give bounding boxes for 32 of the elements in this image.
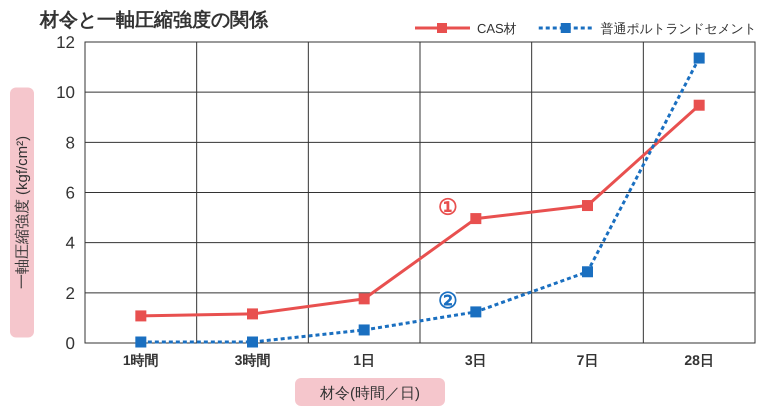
point (694, 100, 705, 111)
point (582, 200, 593, 212)
y-tick-label: 12 (56, 33, 75, 52)
point (247, 308, 258, 320)
point (470, 306, 482, 318)
x-tick-label: 1日 (353, 352, 376, 368)
y-tick-label: 8 (66, 133, 75, 152)
x-tick-label: 7日 (576, 352, 598, 368)
point (358, 324, 370, 336)
y-tick-label: 0 (66, 334, 75, 353)
x-tick-label: 28日 (684, 352, 714, 368)
y-axis-title: 一軸圧縮強度 (kgf/cm²) (14, 136, 31, 290)
point (135, 310, 146, 322)
point (470, 213, 482, 224)
point (582, 266, 593, 278)
x-axis-title: 材令(時間／日) (319, 385, 420, 402)
legend-label: CAS材 (477, 21, 517, 36)
point (358, 293, 370, 304)
x-tick-label: 3日 (464, 352, 487, 368)
point (694, 52, 705, 64)
x-tick-label: 1時間 (122, 352, 159, 368)
annotation: ② (438, 288, 458, 313)
y-tick-label: 10 (56, 83, 75, 102)
point (135, 336, 146, 348)
y-tick-label: 6 (66, 184, 75, 202)
x-tick-label: 3時間 (234, 352, 270, 368)
y-tick-label: 2 (66, 284, 75, 303)
annotation: ① (438, 194, 458, 220)
y-tick-label: 4 (66, 234, 75, 253)
legend-label: 普通ポルトランドセメント (600, 21, 757, 36)
chart-title: 材令と一軸圧縮強度の関係 (39, 9, 269, 31)
point (247, 336, 258, 348)
